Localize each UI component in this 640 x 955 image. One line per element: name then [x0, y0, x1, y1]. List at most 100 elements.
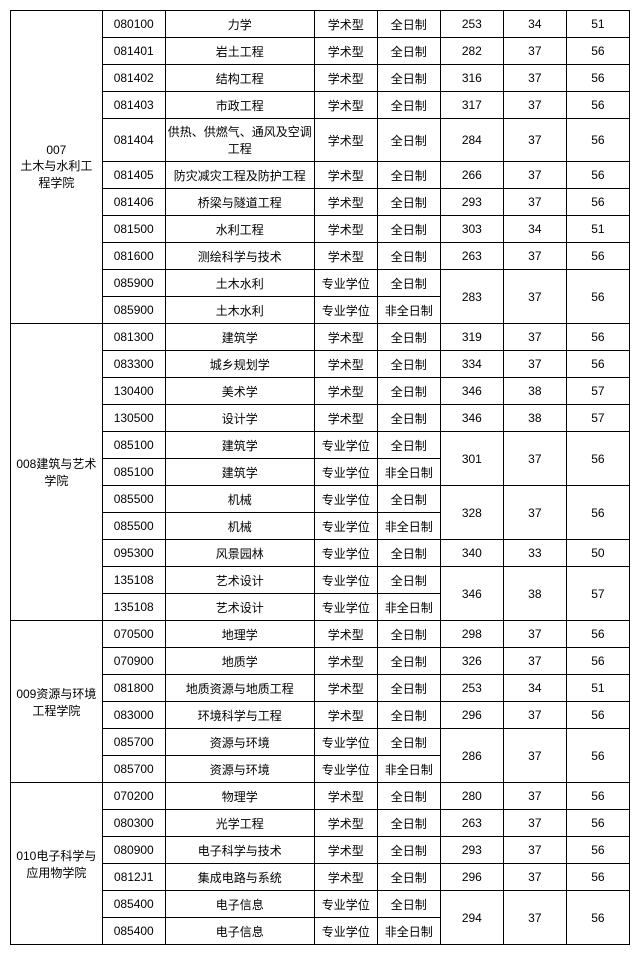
score1-cell: 334	[440, 351, 503, 378]
score3-cell: 56	[566, 648, 629, 675]
code-cell: 081404	[102, 119, 165, 162]
score1-cell: 282	[440, 38, 503, 65]
code-cell: 135108	[102, 567, 165, 594]
mode-cell: 全日制	[377, 378, 440, 405]
name-cell: 建筑学	[165, 324, 314, 351]
table-row: 081406桥梁与隧道工程学术型全日制2933756	[11, 189, 630, 216]
score1-cell: 319	[440, 324, 503, 351]
score3-cell: 56	[566, 432, 629, 486]
score1-cell: 253	[440, 675, 503, 702]
code-cell: 070500	[102, 621, 165, 648]
score3-cell: 51	[566, 675, 629, 702]
score2-cell: 37	[503, 189, 566, 216]
admission-score-table: 007 土木与水利工 程学院080100力学学术型全日制253345108140…	[10, 10, 630, 945]
score2-cell: 37	[503, 648, 566, 675]
table-row: 081403市政工程学术型全日制3173756	[11, 92, 630, 119]
code-cell: 085400	[102, 918, 165, 945]
table-row: 081404供热、供燃气、通风及空调工程学术型全日制2843756	[11, 119, 630, 162]
name-cell: 结构工程	[165, 65, 314, 92]
code-cell: 130400	[102, 378, 165, 405]
score3-cell: 57	[566, 405, 629, 432]
table-row: 080300光学工程学术型全日制2633756	[11, 810, 630, 837]
type-cell: 专业学位	[314, 270, 377, 297]
type-cell: 学术型	[314, 648, 377, 675]
mode-cell: 全日制	[377, 837, 440, 864]
code-cell: 085500	[102, 486, 165, 513]
type-cell: 专业学位	[314, 459, 377, 486]
score1-cell: 346	[440, 567, 503, 621]
score1-cell: 263	[440, 243, 503, 270]
code-cell: 085500	[102, 513, 165, 540]
mode-cell: 全日制	[377, 729, 440, 756]
score2-cell: 38	[503, 567, 566, 621]
score3-cell: 51	[566, 216, 629, 243]
name-cell: 电子信息	[165, 891, 314, 918]
name-cell: 土木水利	[165, 270, 314, 297]
score3-cell: 56	[566, 38, 629, 65]
code-cell: 135108	[102, 594, 165, 621]
type-cell: 学术型	[314, 119, 377, 162]
name-cell: 土木水利	[165, 297, 314, 324]
score1-cell: 326	[440, 648, 503, 675]
score2-cell: 37	[503, 270, 566, 324]
name-cell: 环境科学与工程	[165, 702, 314, 729]
score2-cell: 37	[503, 432, 566, 486]
table-row: 010电子科学与 应用物学院070200物理学学术型全日制2803756	[11, 783, 630, 810]
score3-cell: 56	[566, 351, 629, 378]
type-cell: 学术型	[314, 351, 377, 378]
score1-cell: 296	[440, 864, 503, 891]
table-row: 085100建筑学专业学位全日制3013756	[11, 432, 630, 459]
score2-cell: 37	[503, 486, 566, 540]
mode-cell: 非全日制	[377, 918, 440, 945]
score3-cell: 56	[566, 189, 629, 216]
type-cell: 专业学位	[314, 513, 377, 540]
code-cell: 070900	[102, 648, 165, 675]
mode-cell: 全日制	[377, 540, 440, 567]
score1-cell: 284	[440, 119, 503, 162]
table-row: 070900地质学学术型全日制3263756	[11, 648, 630, 675]
score3-cell: 56	[566, 65, 629, 92]
code-cell: 080100	[102, 11, 165, 38]
code-cell: 080900	[102, 837, 165, 864]
code-cell: 081300	[102, 324, 165, 351]
code-cell: 083000	[102, 702, 165, 729]
score1-cell: 293	[440, 837, 503, 864]
table-row: 0812J1集成电路与系统学术型全日制2963756	[11, 864, 630, 891]
score3-cell: 56	[566, 810, 629, 837]
code-cell: 085100	[102, 432, 165, 459]
type-cell: 专业学位	[314, 432, 377, 459]
code-cell: 085100	[102, 459, 165, 486]
type-cell: 专业学位	[314, 486, 377, 513]
type-cell: 学术型	[314, 675, 377, 702]
score2-cell: 34	[503, 216, 566, 243]
name-cell: 城乡规划学	[165, 351, 314, 378]
code-cell: 070200	[102, 783, 165, 810]
table-row: 135108艺术设计专业学位全日制3463857	[11, 567, 630, 594]
table-row: 085500机械专业学位全日制3283756	[11, 486, 630, 513]
type-cell: 专业学位	[314, 567, 377, 594]
name-cell: 美术学	[165, 378, 314, 405]
score3-cell: 56	[566, 837, 629, 864]
score1-cell: 283	[440, 270, 503, 324]
code-cell: 081402	[102, 65, 165, 92]
code-cell: 085900	[102, 270, 165, 297]
name-cell: 艺术设计	[165, 567, 314, 594]
score2-cell: 37	[503, 729, 566, 783]
mode-cell: 全日制	[377, 65, 440, 92]
score3-cell: 57	[566, 378, 629, 405]
name-cell: 艺术设计	[165, 594, 314, 621]
score2-cell: 37	[503, 891, 566, 945]
type-cell: 专业学位	[314, 297, 377, 324]
score2-cell: 34	[503, 11, 566, 38]
type-cell: 专业学位	[314, 729, 377, 756]
score2-cell: 38	[503, 378, 566, 405]
type-cell: 专业学位	[314, 594, 377, 621]
mode-cell: 非全日制	[377, 756, 440, 783]
score2-cell: 37	[503, 119, 566, 162]
score3-cell: 56	[566, 621, 629, 648]
mode-cell: 全日制	[377, 324, 440, 351]
name-cell: 力学	[165, 11, 314, 38]
score2-cell: 33	[503, 540, 566, 567]
score2-cell: 34	[503, 675, 566, 702]
table-row: 081405防灾减灾工程及防护工程学术型全日制2663756	[11, 162, 630, 189]
